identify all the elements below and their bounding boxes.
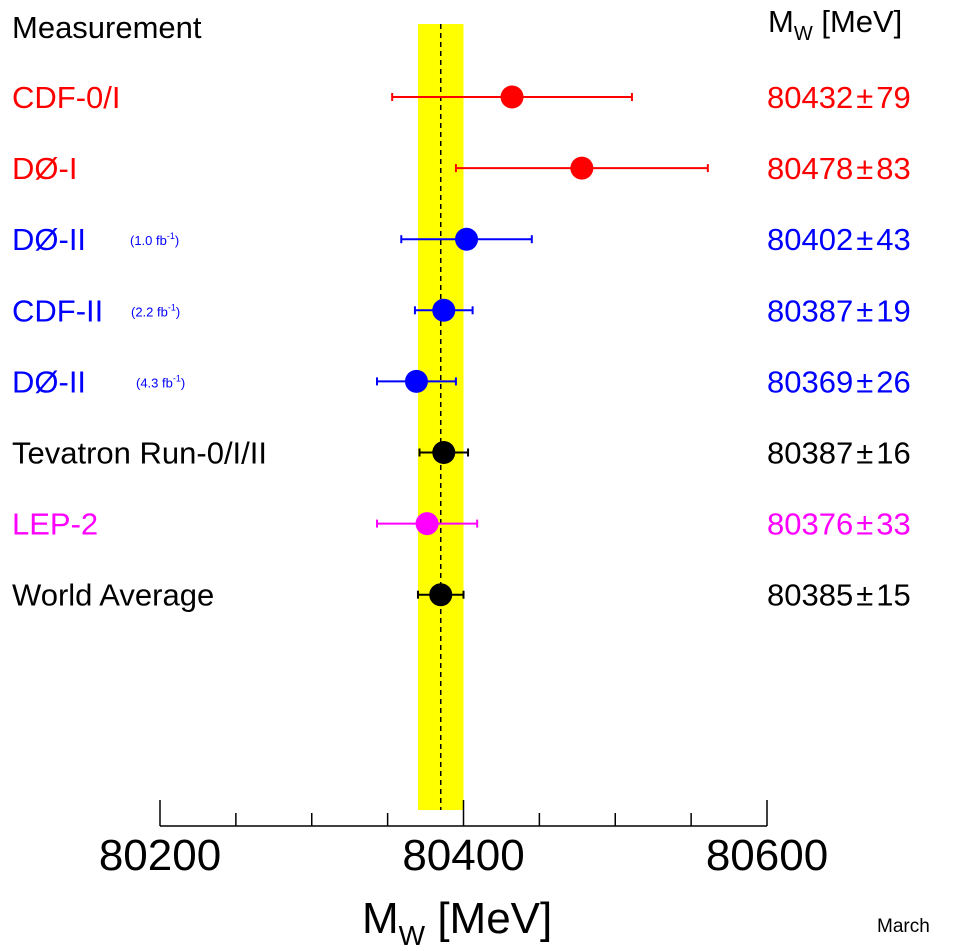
x-tick-label: 80400 [402,831,524,880]
mw-column-header-unit: [MeV] [813,4,903,39]
value-pm: ± [856,364,873,399]
luminosity-exponent: -1 [173,373,181,383]
value-pm: ± [856,436,873,471]
luminosity-exponent: -1 [168,302,176,312]
value-central: 80387 [767,436,853,471]
luminosity-label: (2.2 fb-1) [131,302,180,319]
measurement-row: CDF-0/I 80432±79 [12,80,911,115]
value-central: 80376 [767,507,853,542]
measurement-label: CDF-0/I [12,80,121,115]
measurement-row: Tevatron Run-0/I/II 80387±16 [12,436,911,471]
mw-column-header: MW [MeV] [768,4,902,45]
measurement-row: DØ-I 80478±83 [12,151,911,186]
data-point [432,298,456,322]
data-point [429,583,453,607]
value-error: 79 [876,80,910,115]
data-point [432,441,456,464]
value-error: 33 [876,507,910,542]
luminosity-close: ) [176,304,180,319]
value-error: 16 [876,436,910,471]
value-central: 80387 [767,293,853,328]
x-axis-title-unit: [MeV] [425,894,552,943]
value-pm: ± [856,80,873,115]
x-axis-title-sub: W [399,920,426,951]
value-central: 80385 [767,578,853,613]
value-error: 26 [876,364,910,399]
value-pm: ± [856,222,873,257]
luminosity-close: ) [181,375,185,390]
value-error: 19 [876,293,910,328]
measurement-value: 80385±15 [767,578,911,613]
value-pm: ± [856,293,873,328]
measurement-row: DØ-II (1.0 fb-1) 80402±43 [12,222,911,257]
data-point [415,512,439,536]
luminosity-text: (2.2 fb [131,304,168,319]
measurement-row: World Average 80385±15 [12,578,911,613]
value-error: 15 [876,578,910,613]
measurement-label: CDF-II [12,293,103,328]
measurement-row: CDF-II (2.2 fb-1) 80387±19 [12,293,911,328]
measurement-value: 80432±79 [767,80,911,115]
luminosity-close: ) [175,233,179,248]
x-tick-label: 80600 [706,831,828,880]
data-point [570,156,594,180]
luminosity-text: (1.0 fb [130,233,167,248]
x-axis-title: MW [MeV] [362,894,552,951]
value-central: 80402 [767,222,853,257]
luminosity-label: (1.0 fb-1) [130,231,179,248]
value-pm: ± [856,578,873,613]
value-error: 43 [876,222,910,257]
luminosity-label: (4.3 fb-1) [136,373,185,390]
x-axis: 80200 80400 80600 [99,800,828,880]
value-central: 80369 [767,364,853,399]
measurement-value: 80387±19 [767,293,911,328]
measurement-value: 80402±43 [767,222,911,257]
value-central: 80478 [767,151,853,186]
measurement-header: Measurement [12,10,202,45]
value-central: 80432 [767,80,853,115]
x-axis-ticks: 80200 80400 80600 [99,800,828,880]
data-point [455,227,479,251]
value-error: 83 [876,151,910,186]
measurement-label: World Average [12,578,214,613]
measurement-label: LEP-2 [12,507,98,542]
data-point [500,85,524,109]
x-tick-label: 80200 [99,831,221,880]
mw-column-header-sub: W [794,23,813,45]
measurement-label: Tevatron Run-0/I/II [12,436,267,471]
value-pm: ± [856,151,873,186]
x-axis-title-main: M [362,894,399,943]
data-point [404,369,428,393]
measurement-label: DØ-II [12,364,86,399]
measurement-row: LEP-2 80376±33 [12,507,911,542]
measurement-value: 80376±33 [767,507,911,542]
date-label: March [877,916,930,937]
measurement-row: DØ-II (4.3 fb-1) 80369±26 [12,364,911,399]
measurement-value: 80387±16 [767,436,911,471]
measurement-label: DØ-I [12,151,77,186]
mw-column-header-main: M [768,4,794,39]
luminosity-exponent: -1 [167,231,175,241]
measurement-label: DØ-II [12,222,86,257]
luminosity-text: (4.3 fb [136,375,173,390]
measurement-value: 80369±26 [767,364,911,399]
measurement-value: 80478±83 [767,151,911,186]
value-pm: ± [856,507,873,542]
